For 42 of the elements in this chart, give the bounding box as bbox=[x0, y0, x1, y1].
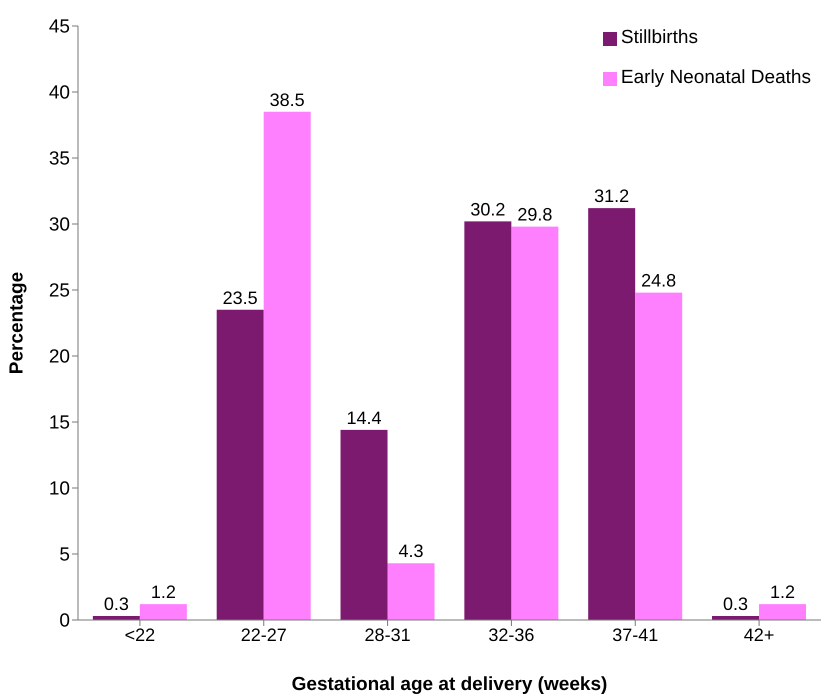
data-label: 0.3 bbox=[104, 594, 129, 614]
y-tick-label: 35 bbox=[48, 148, 70, 170]
data-label: 14.4 bbox=[346, 408, 382, 428]
y-tick-label: 15 bbox=[48, 412, 70, 434]
y-tick-label: 10 bbox=[48, 478, 70, 500]
data-label: 31.2 bbox=[594, 186, 630, 206]
y-tick-label: 30 bbox=[48, 214, 70, 236]
bar bbox=[140, 604, 187, 620]
y-tick-label: 45 bbox=[48, 16, 70, 38]
bar bbox=[511, 226, 558, 620]
data-label: 24.8 bbox=[641, 270, 676, 291]
bar bbox=[464, 221, 512, 620]
x-tick-label: <22 bbox=[124, 624, 156, 645]
legend-label: Stillbirths bbox=[620, 27, 698, 48]
bar bbox=[635, 292, 682, 620]
x-tick-label: 37-41 bbox=[612, 624, 658, 645]
y-tick-label: 20 bbox=[48, 346, 70, 368]
x-tick-label: 22-27 bbox=[240, 624, 287, 645]
x-tick-label: 32-36 bbox=[488, 624, 534, 645]
bar bbox=[340, 430, 388, 620]
data-label: 1.2 bbox=[150, 582, 176, 602]
x-tick-label: 42+ bbox=[744, 624, 774, 645]
data-label: 30.2 bbox=[470, 199, 506, 220]
data-label: 38.5 bbox=[270, 90, 305, 110]
data-label: 1.2 bbox=[770, 582, 796, 602]
y-tick-label: 5 bbox=[59, 544, 70, 566]
x-axis-title: Gestational age at delivery (weeks) bbox=[292, 674, 608, 695]
bar bbox=[388, 563, 435, 620]
bar bbox=[588, 208, 636, 620]
bar bbox=[264, 112, 311, 620]
bar bbox=[216, 310, 264, 620]
data-label: 29.8 bbox=[517, 204, 552, 225]
legend-label: Early Neonatal Deaths bbox=[620, 67, 811, 88]
y-axis-title: Percentage bbox=[6, 272, 28, 374]
y-tick-label: 40 bbox=[48, 82, 70, 104]
data-label: 0.3 bbox=[723, 594, 748, 614]
bar bbox=[759, 604, 806, 620]
data-label: 23.5 bbox=[222, 288, 258, 308]
x-tick-label: 28-31 bbox=[364, 624, 411, 645]
y-tick-label: 0 bbox=[59, 610, 70, 632]
data-label: 4.3 bbox=[398, 541, 424, 562]
y-tick-label: 25 bbox=[48, 280, 70, 302]
